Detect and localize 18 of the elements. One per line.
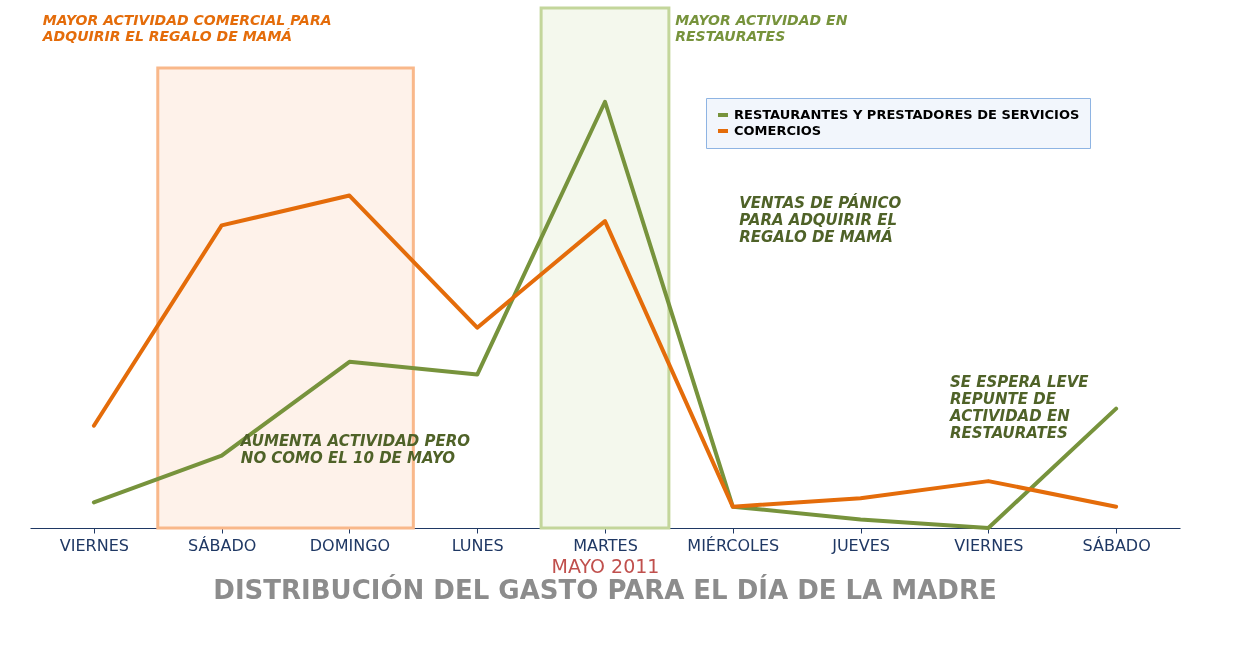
band-label: MAYOR ACTIVIDAD EN RESTAURATES (675, 12, 848, 44)
x-tick-label: VIERNES (954, 535, 1024, 555)
legend-label: COMERCIOS (734, 123, 822, 138)
x-tick-label: LUNES (451, 535, 504, 555)
annotation: VENTAS DE PÁNICO PARA ADQUIRIR EL REGALO DE MAMÁ (739, 192, 902, 246)
x-tick-label: SÁBADO (188, 535, 257, 555)
x-tick-label: DOMINGO (309, 535, 391, 555)
legend-label: RESTAURANTES Y PRESTADORES DE SERVICIOS (734, 107, 1080, 122)
annotation: SE ESPERA LEVE REPUNTE DE ACTIVIDAD EN RESTAURATES (949, 372, 1090, 442)
annotation: AUMENTA ACTIVIDAD PERO NO COMO EL 10 DE MAYO (239, 432, 471, 468)
x-tick-label: SÁBADO (1082, 535, 1151, 555)
x-axis-title: MAYO 2011 (551, 554, 660, 577)
x-tick-label: MIÉRCOLES (687, 535, 780, 555)
x-tick-label: VIERNES (59, 535, 129, 555)
text: DISTRIBUCIÓN DEL GASTO PARA EL DÍA DE LA MADRE (213, 574, 997, 605)
x-tick-label: MARTES (573, 535, 638, 555)
band-label: MAYOR ACTIVIDAD COMERCIAL PARA ADQUIRIR EL REGALO DE MAMÁ (41, 12, 332, 44)
x-tick-label: JUEVES (831, 535, 890, 555)
